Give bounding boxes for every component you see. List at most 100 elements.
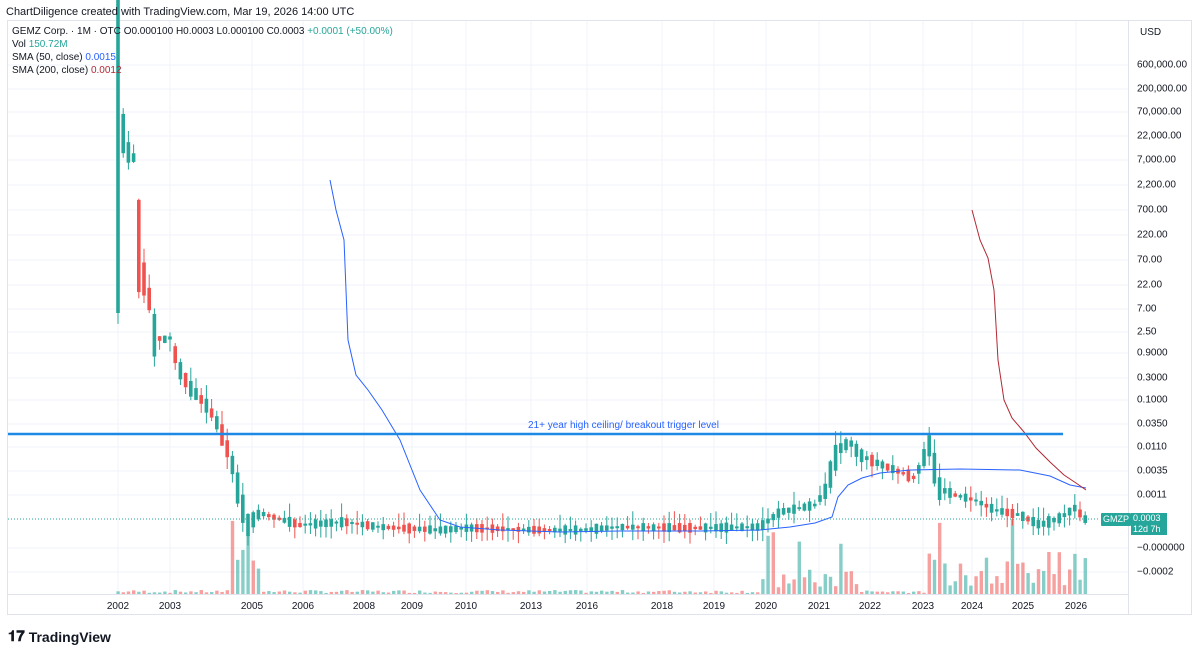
- candle-body: [714, 524, 718, 532]
- candle-body: [620, 523, 625, 531]
- candle-body: [573, 525, 578, 535]
- volume-bar: [423, 592, 427, 594]
- legend-symbol[interactable]: GEMZ Corp. · 1M · OTC: [12, 26, 121, 37]
- candle-body: [911, 475, 916, 480]
- legend-sma50-value: 0.0015: [85, 52, 116, 63]
- candle-body: [631, 524, 635, 530]
- candle-body: [402, 524, 406, 532]
- volume-bar: [298, 592, 302, 594]
- legend-sma200-label[interactable]: SMA (200, close): [12, 65, 89, 76]
- volume-bar: [875, 591, 879, 594]
- volume-bar: [730, 592, 734, 594]
- volume-bar: [210, 592, 214, 594]
- candle-body: [568, 529, 573, 531]
- time-tick-label: 2009: [400, 601, 424, 612]
- candle-body: [776, 508, 781, 518]
- tradingview-logo[interactable]: 𝟏𝟕 TradingView: [8, 628, 111, 645]
- legend-vol-label[interactable]: Vol: [12, 39, 26, 50]
- sma200-line: [971, 209, 1087, 491]
- candle-body: [287, 516, 292, 527]
- candle-body: [355, 522, 359, 525]
- candle-body: [641, 523, 645, 532]
- volume-bar: [922, 592, 926, 594]
- currency-label[interactable]: USD: [1140, 27, 1162, 38]
- volume-bar: [256, 568, 261, 594]
- volume-bar: [189, 591, 193, 594]
- candle-body: [303, 523, 307, 526]
- volume-bar: [719, 591, 723, 594]
- volume-bar: [407, 592, 411, 594]
- candle-body: [360, 521, 365, 528]
- candle-body: [194, 388, 198, 400]
- volume-bar: [1073, 553, 1077, 594]
- candle-body: [293, 519, 297, 528]
- candle-body: [657, 526, 661, 529]
- candle-body: [397, 526, 401, 530]
- candle-body: [646, 526, 651, 529]
- time-tick-label: 2019: [702, 601, 726, 612]
- volume-bar: [615, 591, 619, 594]
- candle-body: [423, 526, 427, 532]
- volume-bar: [974, 576, 978, 594]
- volume-bar: [901, 591, 905, 594]
- candle-body: [272, 514, 276, 520]
- volume-bar: [589, 591, 593, 594]
- candle-body: [636, 526, 640, 529]
- volume-bar: [860, 591, 864, 594]
- volume-bar: [319, 591, 323, 594]
- candle-body: [870, 454, 874, 467]
- price-tick-label: −0.0002: [1137, 566, 1174, 578]
- candle-body: [371, 522, 375, 530]
- price-tick-label: 70.00: [1137, 254, 1163, 266]
- candle-body: [906, 469, 911, 482]
- candle-body: [823, 483, 827, 499]
- volume-bar: [917, 591, 921, 594]
- volume-bar: [964, 575, 968, 594]
- candle-body: [345, 518, 349, 527]
- candle-body: [319, 520, 323, 527]
- volume-bar: [184, 592, 188, 594]
- volume-bar: [646, 591, 651, 594]
- time-tick-label: 2025: [1011, 601, 1035, 612]
- price-tick-label: 7,000.00: [1137, 154, 1176, 166]
- candle-body: [142, 262, 146, 296]
- candle-body: [251, 512, 255, 528]
- candle-body: [953, 493, 957, 497]
- sma50-line: [329, 179, 1087, 533]
- volume-bar: [813, 582, 817, 594]
- candle-body: [995, 509, 999, 512]
- candle-body: [116, 0, 120, 314]
- volume-bar: [912, 591, 916, 594]
- volume-bar: [844, 571, 848, 594]
- candle-body: [828, 461, 833, 488]
- price-tick-label: 7.00: [1137, 303, 1157, 315]
- price-tick-label: 0.1000: [1137, 394, 1168, 406]
- volume-bar: [662, 590, 666, 594]
- legend-sma50-label[interactable]: SMA (50, close): [12, 52, 83, 63]
- candle-body: [880, 461, 885, 469]
- volume-bar: [714, 590, 718, 594]
- volume-bar: [652, 591, 656, 594]
- candle-body: [490, 524, 495, 533]
- candle-body: [797, 507, 801, 510]
- volume-bar: [303, 590, 307, 594]
- volume-bar: [693, 592, 697, 594]
- volume-bar: [1083, 558, 1087, 594]
- candle-body: [813, 503, 817, 507]
- candle-body: [943, 488, 947, 494]
- time-tick-label: 2006: [291, 601, 315, 612]
- candle-body: [428, 525, 432, 534]
- candle-body: [516, 526, 521, 532]
- candle-body: [189, 380, 193, 397]
- volume-bar: [854, 584, 859, 594]
- candle-body: [802, 503, 807, 511]
- volume-bar: [522, 591, 526, 594]
- volume-bar: [1057, 552, 1061, 594]
- volume-bar: [428, 592, 432, 594]
- volume-bar: [121, 592, 125, 594]
- candle-body: [958, 495, 963, 498]
- volume-bar: [178, 591, 183, 594]
- candle-body: [1067, 507, 1072, 516]
- volume-bar: [667, 590, 671, 594]
